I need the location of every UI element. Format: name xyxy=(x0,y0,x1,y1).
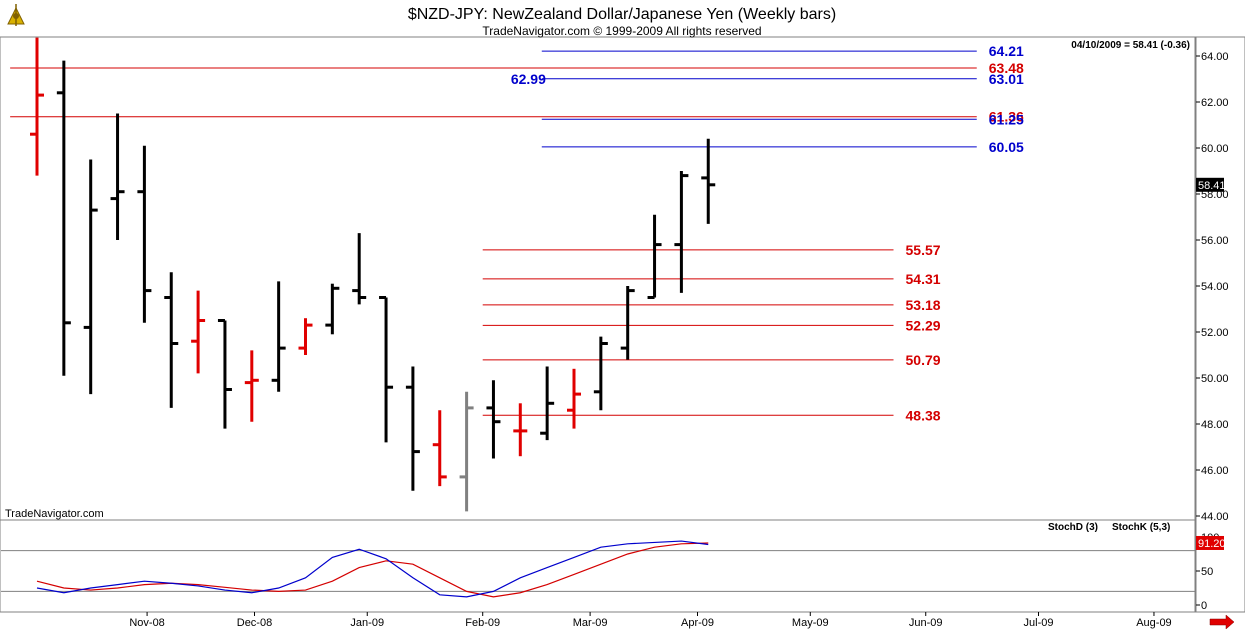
watermark: TradeNavigator.com xyxy=(5,508,104,520)
ohlc-bar xyxy=(325,283,340,335)
fib-level-label: 50.79 xyxy=(906,352,941,368)
time-axis-label: Jul-09 xyxy=(1024,617,1054,629)
fib-level-label: 53.18 xyxy=(906,297,941,313)
fib-level-label: 63.01 xyxy=(989,71,1024,87)
fib-level-label: 55.57 xyxy=(906,242,941,258)
ohlc-bar xyxy=(217,319,232,429)
ohlc-bar xyxy=(352,233,367,305)
fib-level-label: 54.31 xyxy=(906,271,941,287)
ohlc-bar xyxy=(432,410,447,487)
ohlc-bar xyxy=(244,350,259,422)
legend-stoch-k: StochK (5,3) xyxy=(1112,522,1170,533)
legend-stoch-d: StochD (3) xyxy=(1048,522,1098,533)
last-bar-info: 04/10/2009 = 58.41 (-0.36) xyxy=(1071,40,1190,51)
chart-copyright: TradeNavigator.com © 1999-2009 All right… xyxy=(482,24,761,38)
time-axis-label: Jun-09 xyxy=(909,617,943,629)
price-axis-label: 64.00 xyxy=(1201,51,1229,63)
ohlc-bar xyxy=(540,366,555,441)
price-axis-label: 56.00 xyxy=(1201,235,1229,247)
ohlc-bar xyxy=(674,171,689,293)
time-axis-label: Mar-09 xyxy=(573,617,608,629)
ohlc-bar xyxy=(593,336,608,411)
ohlc-bar xyxy=(620,286,635,360)
ohlc-bar xyxy=(298,318,313,355)
stoch-last-badge xyxy=(1196,535,1224,550)
stoch-last-label: 91.20 xyxy=(1198,538,1226,550)
time-axis-label: Dec-08 xyxy=(237,617,272,629)
ohlc-bar xyxy=(459,391,474,512)
fib-level-label: 52.29 xyxy=(906,317,941,333)
ohlc-bar xyxy=(110,113,125,240)
stoch-series-line xyxy=(36,540,709,598)
price-axis xyxy=(1195,36,1245,613)
ohlc-bar xyxy=(405,366,420,491)
ohlc-bar xyxy=(567,368,581,429)
fib-level-label: 60.05 xyxy=(989,139,1024,155)
time-axis-label: Nov-08 xyxy=(129,617,164,629)
fib-level-label: 63.48 xyxy=(989,60,1024,76)
price-axis-ticks: 64.00 62.00 60.00 58.00 56.00 54.00 52.00 50.00… xyxy=(1196,51,1229,523)
time-axis-label: Aug-09 xyxy=(1136,617,1171,629)
time-axis: Nov-08 Dec-08 Jan-09 Feb-09 Mar-09 Apr-09 May-… xyxy=(0,611,1195,629)
ohlc-bar xyxy=(513,403,528,457)
price-axis-label: 48.00 xyxy=(1201,419,1229,431)
ohlc-bar xyxy=(486,380,501,459)
price-axis-label: 60.00 xyxy=(1201,143,1229,155)
stochastic-lines: 10050091.20 xyxy=(1,532,1226,612)
ohlc-bar xyxy=(379,296,394,443)
last-price-label: 58.41 xyxy=(1198,180,1226,192)
price-axis-label: 54.00 xyxy=(1201,281,1229,293)
ohlc-bar xyxy=(647,214,662,299)
time-axis-label: Feb-09 xyxy=(465,617,500,629)
price-axis-label: 62.00 xyxy=(1201,97,1229,109)
price-axis-label: 44.00 xyxy=(1201,511,1229,523)
stoch-axis-label: 50 xyxy=(1201,566,1213,578)
fib-level-label: 61.25 xyxy=(989,111,1024,127)
price-axis-label: 52.00 xyxy=(1201,327,1229,339)
fib-level-label: 61.36 xyxy=(989,109,1024,125)
fib-level-label: 48.38 xyxy=(906,407,941,423)
stoch-axis-label: 0 xyxy=(1201,600,1207,612)
stoch-series-line xyxy=(36,542,709,598)
ohlc-bar xyxy=(164,272,179,408)
ohlc-bar xyxy=(30,37,44,176)
price-axis-label: 58.00 xyxy=(1201,189,1229,201)
price-bars xyxy=(30,37,716,512)
price-axis-label: 50.00 xyxy=(1201,373,1229,385)
time-axis-label: May-09 xyxy=(792,617,829,629)
sextant-logo-icon xyxy=(7,4,25,26)
scroll-right-icon[interactable] xyxy=(1209,614,1235,630)
ohlc-bar xyxy=(83,159,98,395)
time-axis-label: Apr-09 xyxy=(681,617,714,629)
ohlc-bar xyxy=(271,281,286,392)
ohlc-bar xyxy=(191,290,206,374)
time-axis-label: Jan-09 xyxy=(350,617,384,629)
last-price-badge xyxy=(1196,177,1224,192)
fib-level-label: 64.21 xyxy=(989,43,1024,59)
price-axis-label: 46.00 xyxy=(1201,465,1229,477)
chart-title: $NZD-JPY: NewZealand Dollar/Japanese Yen… xyxy=(408,6,836,23)
fib-extra-label: 62.99 xyxy=(511,71,546,87)
ohlc-bar xyxy=(56,60,71,376)
ohlc-bar xyxy=(701,138,716,224)
ohlc-bar xyxy=(137,145,152,323)
